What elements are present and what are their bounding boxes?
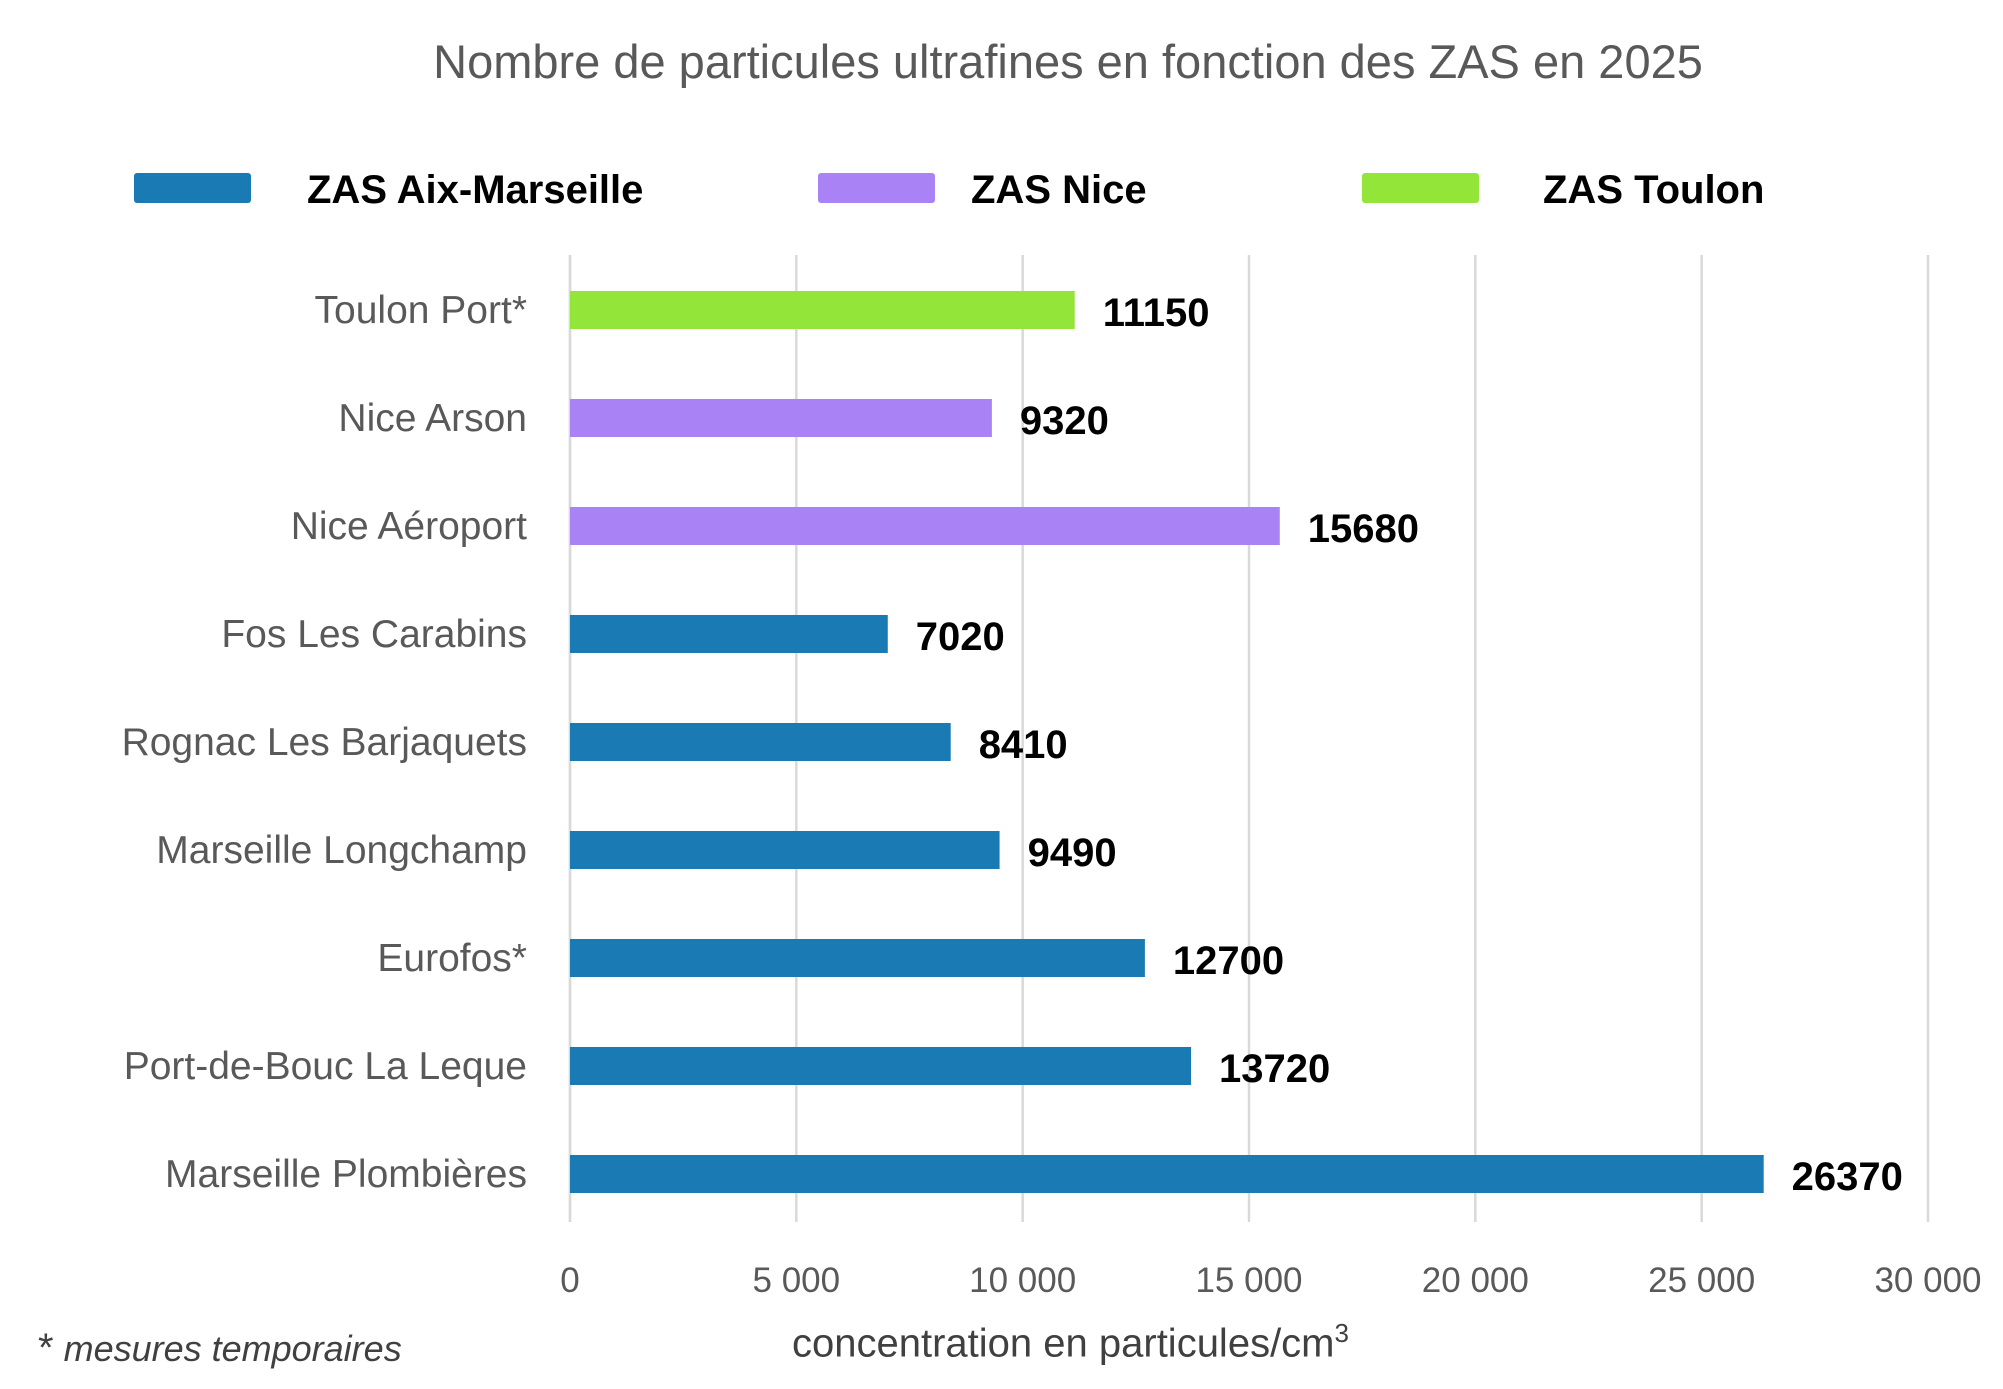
category-label: Fos Les Carabins: [221, 613, 527, 656]
data-label: 13720: [1219, 1047, 1330, 1091]
x-tick-label: 25 000: [1648, 1261, 1755, 1300]
category-label: Nice Aéroport: [291, 505, 527, 548]
data-label: 15680: [1308, 507, 1419, 551]
bar: [570, 723, 951, 761]
category-label: Nice Arson: [338, 397, 527, 440]
x-axis-label-sup: 3: [1334, 1318, 1349, 1348]
x-tick-label: 5 000: [753, 1261, 841, 1300]
legend-label: ZAS Aix-Marseille: [307, 168, 643, 212]
legend-label: ZAS Toulon: [1543, 168, 1764, 212]
data-label: 26370: [1792, 1155, 1903, 1199]
value-labels: 11150 9320 15680 7020 8410 9490 12700 13720 2637…: [916, 291, 1903, 1199]
chart-title: Nombre de particules ultrafines en fonct…: [433, 35, 1703, 88]
x-tick-label: 30 000: [1874, 1261, 1981, 1300]
x-tick-label: 0: [560, 1261, 579, 1300]
data-label: 9490: [1028, 831, 1117, 875]
x-axis-ticks: 0 5 000 10 000 15 000 20 000 25 000 30 000: [560, 1261, 1981, 1300]
bar: [570, 831, 1000, 869]
data-label: 12700: [1173, 939, 1284, 983]
bar: [570, 1155, 1764, 1193]
bar: [570, 399, 992, 437]
data-label: 8410: [979, 723, 1068, 767]
data-label: 7020: [916, 615, 1005, 659]
x-tick-label: 10 000: [969, 1261, 1076, 1300]
bar: [570, 507, 1280, 545]
category-label: Toulon Port*: [315, 289, 527, 332]
footnote: * mesures temporaires: [38, 1326, 402, 1371]
data-label: 11150: [1103, 291, 1210, 335]
legend-swatch: [1362, 173, 1479, 203]
x-tick-label: 15 000: [1195, 1261, 1302, 1300]
legend-label: ZAS Nice: [971, 168, 1147, 212]
category-label: Rognac Les Barjaquets: [122, 721, 527, 764]
category-label: Eurofos*: [377, 937, 527, 980]
legend-swatch: [818, 173, 935, 203]
x-tick-label: 20 000: [1422, 1261, 1529, 1300]
bar: [570, 615, 888, 653]
category-labels: Toulon Port* Nice Arson Nice Aéroport Fos L…: [122, 289, 528, 1196]
data-label: 9320: [1020, 399, 1109, 443]
x-axis-label-text: concentration en particules/cm: [792, 1321, 1335, 1366]
legend: ZAS Aix-Marseille ZAS Nice ZAS Toulon: [134, 168, 1764, 212]
category-label: Marseille Plombières: [165, 1153, 527, 1196]
legend-swatch: [134, 173, 251, 203]
footnote-star: *: [38, 1326, 54, 1370]
bar: [570, 939, 1145, 977]
bar: [570, 291, 1075, 329]
category-label: Port-de-Bouc La Leque: [124, 1045, 527, 1088]
bar: [570, 1047, 1192, 1085]
bars: [570, 291, 1764, 1193]
category-label: Marseille Longchamp: [156, 829, 527, 872]
footnote-text: mesures temporaires: [63, 1328, 402, 1369]
